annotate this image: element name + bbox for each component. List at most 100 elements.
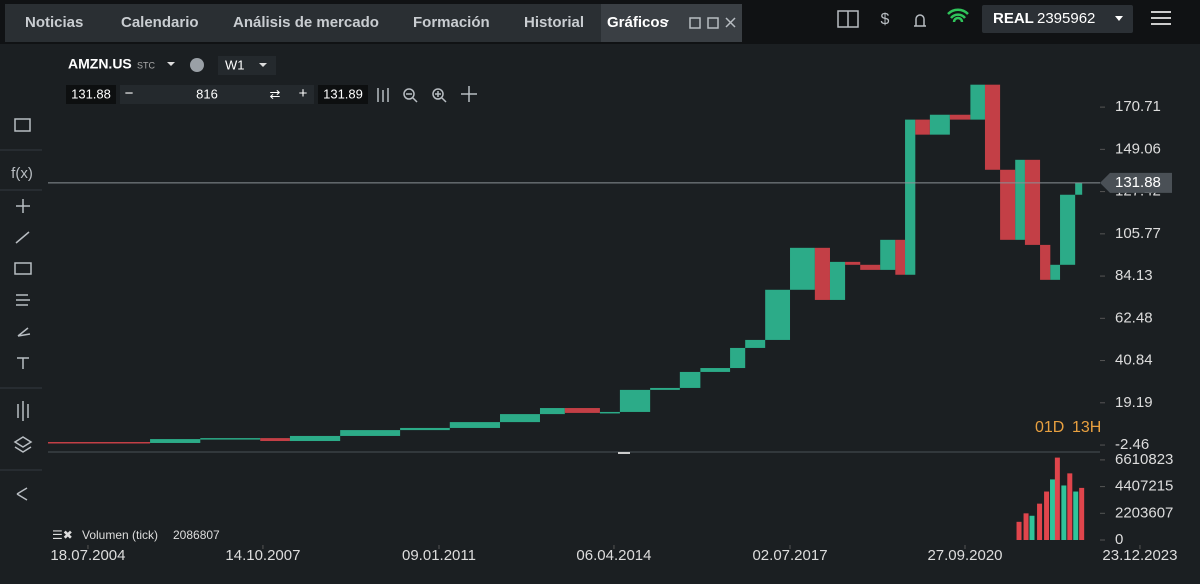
volume-bar — [1044, 491, 1050, 540]
volume-bar — [1029, 515, 1035, 540]
candle — [260, 438, 290, 442]
wifi-icon — [947, 8, 969, 23]
pane-handle[interactable] — [618, 452, 630, 454]
x-tick-label: 27.09.2020 — [927, 547, 1002, 564]
volume-bar — [1061, 485, 1067, 540]
x-tick-label: 23.12.2023 — [1102, 547, 1177, 564]
volume-bar — [1079, 487, 1085, 540]
volume-tick-label: 2203607 — [1115, 504, 1173, 521]
countdown-days: 01D — [1035, 419, 1064, 436]
x-tick-label: 02.07.2017 — [752, 547, 827, 564]
candle — [1075, 182, 1083, 195]
ask-box[interactable] — [318, 85, 368, 104]
menu-icon[interactable] — [1151, 11, 1171, 25]
candle — [1024, 159, 1041, 245]
dropdown-icon[interactable] — [1115, 16, 1123, 21]
y-tick-label: 19.19 — [1115, 394, 1153, 411]
candle — [700, 368, 731, 372]
price-tag — [1100, 172, 1172, 193]
candle — [150, 439, 201, 443]
candle — [984, 84, 1001, 170]
tab[interactable]: Noticias — [25, 14, 83, 31]
swap-icon[interactable]: ⇄ — [270, 86, 281, 101]
ask: 131.89 — [323, 86, 363, 101]
bid: 131.88 — [71, 86, 111, 101]
candle — [880, 239, 896, 270]
candle — [1015, 159, 1025, 240]
y-tick-label: 149.06 — [1115, 140, 1161, 157]
symbol[interactable]: AMZN.US — [68, 56, 132, 72]
candle — [949, 114, 971, 120]
symbol-tag: STC — [137, 60, 156, 70]
info-icon[interactable] — [190, 58, 204, 72]
header-icons[interactable]: $ — [837, 10, 926, 28]
volume-tick-label: 4407215 — [1115, 478, 1173, 495]
bid-box[interactable] — [66, 85, 116, 104]
left-toolbar — [0, 44, 42, 579]
balance: 2395962 — [1037, 10, 1095, 27]
candle — [599, 411, 620, 414]
minus[interactable]: − — [125, 85, 134, 102]
volume-bar — [1073, 491, 1079, 540]
candle — [745, 339, 766, 348]
candle — [1060, 194, 1076, 265]
candle — [200, 438, 261, 440]
dropdown-icon[interactable] — [167, 62, 175, 66]
y-tick-label: 84.13 — [1115, 267, 1153, 284]
dropdown-icon[interactable] — [665, 20, 669, 23]
tab[interactable]: Análisis de mercado — [233, 14, 379, 31]
account-box[interactable] — [982, 5, 1133, 33]
window-icons[interactable] — [689, 17, 736, 29]
volume-icons[interactable]: ☰✖ — [52, 528, 73, 542]
candle — [619, 389, 651, 412]
volume-box[interactable] — [120, 85, 314, 104]
candle — [340, 430, 401, 436]
tab-active[interactable]: Gráficos — [607, 14, 668, 31]
svg-text:f(x): f(x) — [11, 165, 33, 182]
candle — [895, 239, 906, 275]
timeframe: W1 — [225, 57, 245, 72]
candle — [650, 387, 680, 390]
chart-tools[interactable] — [377, 86, 477, 103]
candle — [400, 427, 450, 431]
candle — [790, 247, 815, 290]
candle — [679, 371, 701, 388]
toolbar-separators — [0, 149, 42, 471]
svg-text:$: $ — [881, 11, 890, 28]
candle — [845, 261, 861, 265]
candle — [539, 408, 565, 415]
x-tick-label: 14.10.2007 — [225, 547, 300, 564]
candle — [970, 84, 985, 120]
tab[interactable]: Calendario — [121, 14, 199, 31]
volume-bar — [1067, 473, 1073, 540]
x-tick-label: 06.04.2014 — [576, 547, 651, 564]
volume-label: Volumen (tick) — [82, 528, 158, 542]
tab[interactable]: Formación — [413, 14, 490, 31]
candle — [289, 435, 341, 442]
volume-bar — [1023, 513, 1029, 540]
plus[interactable]: + — [299, 85, 308, 102]
candle — [1000, 169, 1016, 240]
account-type: REAL — [993, 10, 1034, 27]
candle — [765, 289, 791, 340]
candle — [915, 119, 930, 135]
candle — [500, 414, 540, 423]
volume-last: 2086807 — [173, 528, 220, 542]
candle — [905, 119, 916, 275]
y-tick-label: 62.48 — [1115, 309, 1153, 326]
y-tick-label: 40.84 — [1115, 352, 1153, 369]
volume-bar — [1050, 479, 1056, 540]
candle — [1040, 244, 1051, 280]
candle — [48, 441, 151, 444]
left-tools[interactable]: f(x) — [11, 118, 33, 501]
candle — [814, 247, 830, 300]
tab[interactable]: Historial — [524, 14, 584, 31]
volume-bar — [1037, 503, 1043, 540]
timeframe-box[interactable] — [218, 56, 276, 75]
y-tick-label: -2.46 — [1115, 436, 1149, 453]
candle — [564, 408, 600, 413]
candle — [860, 264, 881, 270]
candle — [1050, 264, 1061, 280]
